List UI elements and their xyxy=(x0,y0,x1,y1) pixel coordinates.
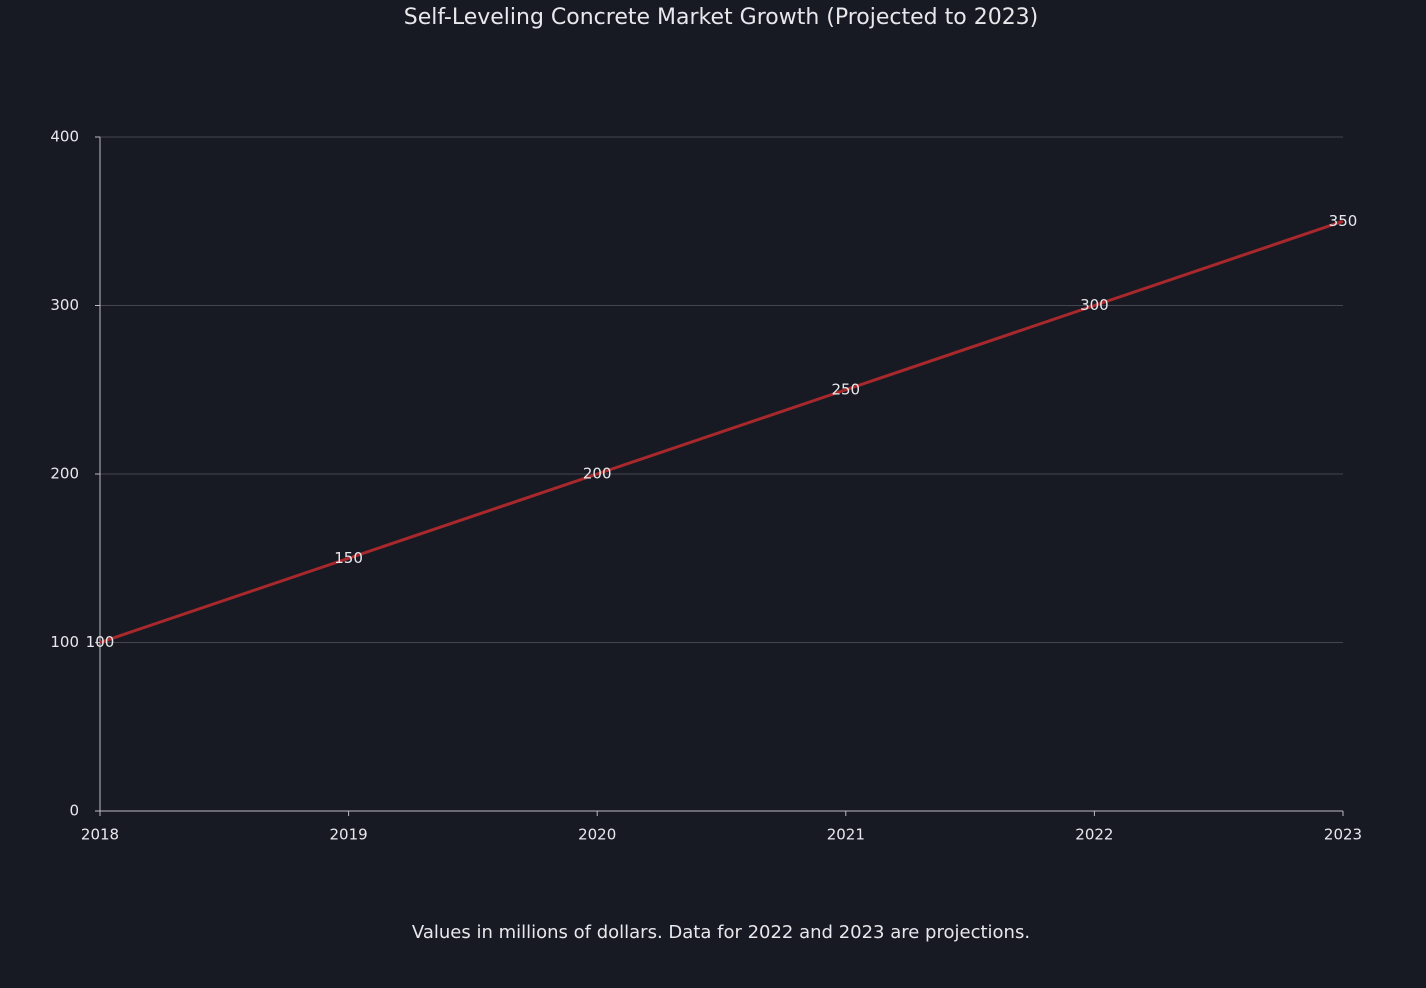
y-tick-label: 200 xyxy=(50,465,79,483)
x-tick-label: 2018 xyxy=(81,826,119,844)
chart-note: Values in millions of dollars. Data for … xyxy=(412,922,1030,943)
y-tick-label: 0 xyxy=(69,802,79,820)
data-label: 300 xyxy=(1080,296,1109,314)
y-tick-label: 400 xyxy=(50,128,79,146)
x-tick-label: 2022 xyxy=(1075,826,1113,844)
y-tick-label: 300 xyxy=(50,296,79,314)
x-tick-label: 2023 xyxy=(1324,826,1362,844)
data-label: 100 xyxy=(86,633,115,651)
data-label: 200 xyxy=(583,465,612,483)
x-tick-label: 2019 xyxy=(330,826,368,844)
data-label: 350 xyxy=(1329,212,1358,230)
data-label: 150 xyxy=(334,549,363,567)
x-tick-label: 2021 xyxy=(827,826,865,844)
data-label: 250 xyxy=(831,380,860,398)
chart-title: Self-Leveling Concrete Market Growth (Pr… xyxy=(404,5,1039,30)
y-tick-label: 100 xyxy=(50,633,79,651)
line-series xyxy=(99,219,1344,644)
x-tick-label: 2020 xyxy=(578,826,616,844)
